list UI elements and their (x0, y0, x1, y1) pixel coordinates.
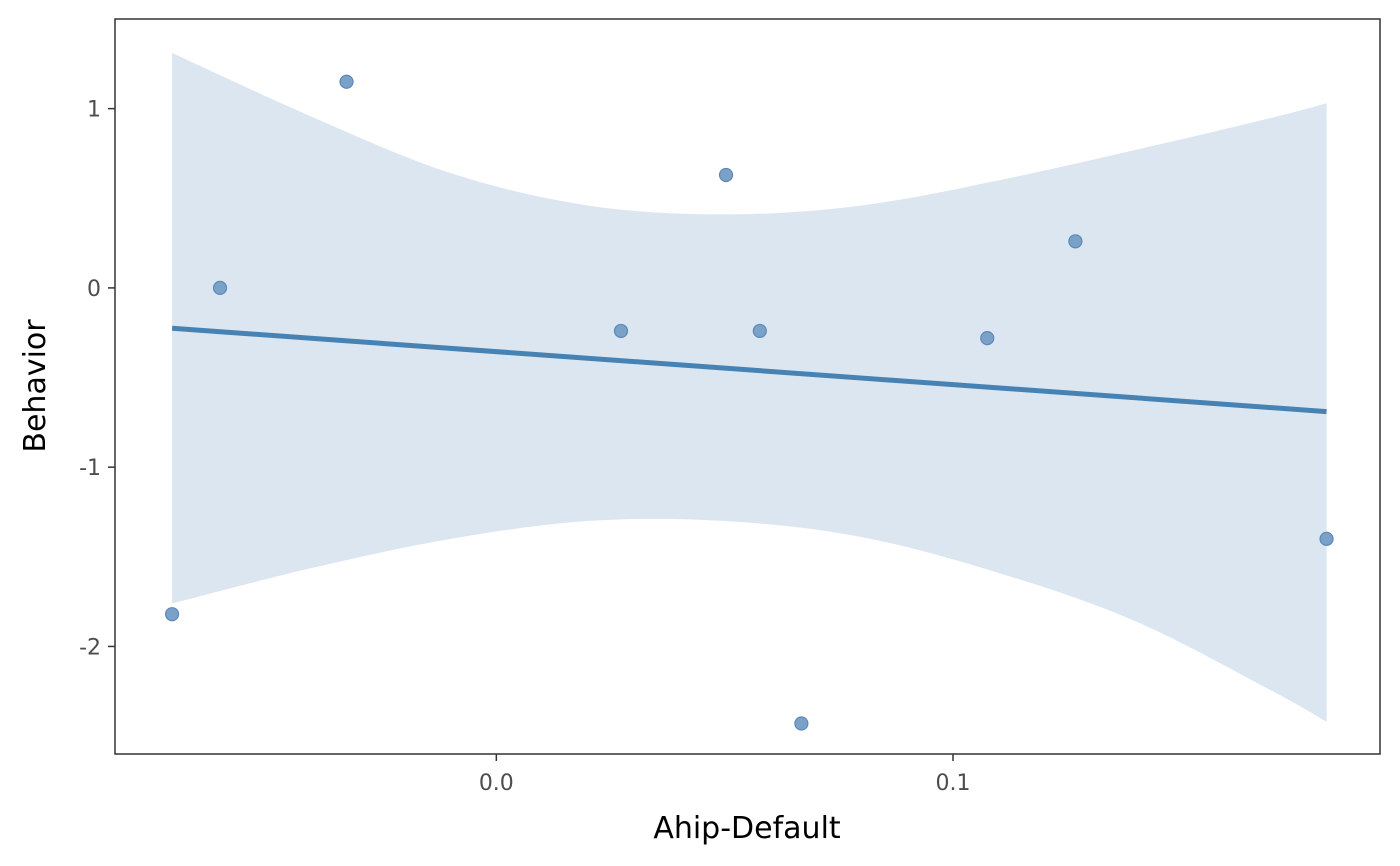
data-point-7 (794, 716, 809, 731)
confidence-band (172, 53, 1327, 722)
x-axis-ticks: 0.0 0.1 (479, 754, 971, 796)
data-point-2 (212, 280, 228, 296)
y-axis-ticks: 1 0 -1 -2 (79, 98, 115, 660)
regression-line (171, 325, 1327, 415)
y-tick-label-2: 0 (87, 277, 101, 302)
data-point-4 (613, 323, 629, 339)
data-point-9 (1068, 234, 1083, 249)
x-tick-label-2: 0.1 (936, 771, 971, 796)
data-point-1 (164, 607, 180, 622)
data-point-8 (980, 330, 995, 346)
data-point-5 (718, 167, 734, 183)
y-tick-label-4: -2 (79, 635, 101, 660)
points-layer (164, 74, 1334, 731)
y-axis-title: Behavior (18, 319, 53, 453)
data-point-6 (752, 323, 767, 339)
x-axis-title: Ahip-Default (653, 811, 841, 846)
fit-line-layer (171, 325, 1327, 415)
x-tick-label-1: 0.0 (479, 771, 514, 796)
y-tick-label-3: -1 (79, 456, 101, 481)
data-point-10 (1319, 531, 1334, 546)
plot-frame (114, 18, 1381, 755)
y-tick-label-1: 1 (87, 98, 101, 123)
confidence-band-layer (172, 53, 1327, 722)
data-point-3 (339, 74, 354, 89)
